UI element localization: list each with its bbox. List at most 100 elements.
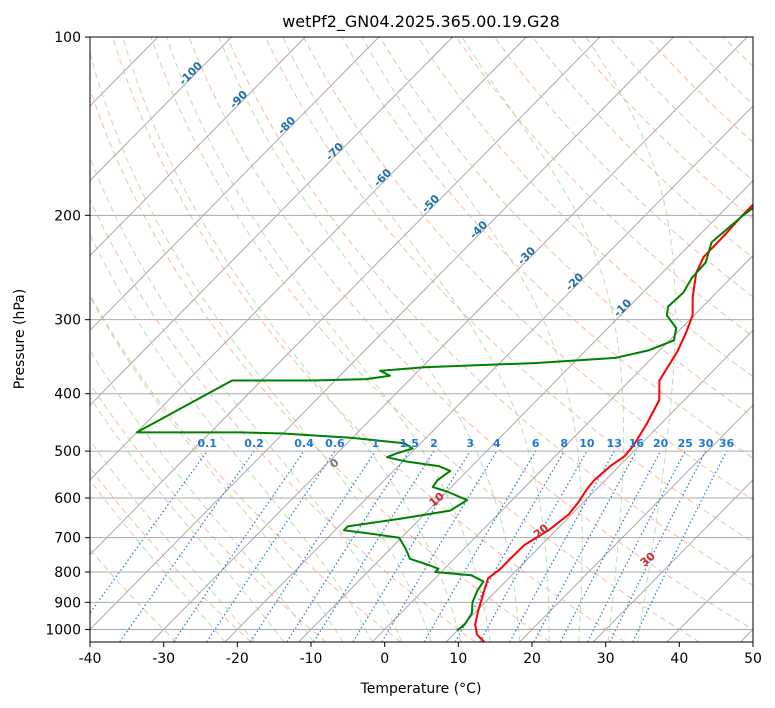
dry-adiabat-line [90,294,401,642]
mixing-ratio-line [632,450,728,642]
isotherm-line [90,37,453,406]
dry-adiabat-line [417,37,753,378]
isotherm-line [445,329,753,642]
isotherm-line [371,254,753,642]
mixing-ratio-label: 0.1 [197,437,217,450]
dry-adiabat-line [112,37,625,642]
dry-adiabat-line [90,466,252,642]
pressure-grid [90,37,753,630]
mixing-ratio-label: 20 [653,437,669,450]
isotherm-grid [90,37,753,642]
isotherm-line [90,37,232,182]
y-tick-label: 800 [54,565,81,581]
x-tick-label: 20 [523,651,541,667]
isotherm-line [519,404,753,642]
y-axis: 100 200 300 400 500 600 700 800 900 1000 [45,30,90,638]
mixing-ratio-label: 8 [560,437,568,450]
isotherm-line [150,37,748,642]
x-tick-label: -30 [152,651,175,667]
mixing-ratio-label: 1.5 [399,437,419,450]
x-tick-label: -20 [226,651,249,667]
dry-adiabat-line [761,37,775,642]
moist-adiabat-line [282,37,550,642]
mixing-ratio-line [313,450,435,642]
dry-adiabat-line [90,382,327,642]
mixing-ratio-label: 3 [466,437,474,450]
isotherm-line [224,105,753,642]
dry-adiabat-line [264,37,753,543]
moist-adiabat-line [90,233,373,642]
y-tick-label: 900 [54,595,81,611]
moist-adiabat-line [585,37,676,642]
moist-adiabat-line [90,439,255,642]
dry-adiabat-label: 40 [751,578,771,598]
mixing-ratio-line [119,450,255,642]
y-tick-label: 1000 [45,622,81,638]
mixing-ratio-line [509,450,615,642]
mixing-ratio-label: 36 [719,437,735,450]
x-tick-label: 30 [597,651,615,667]
moist-adiabat-line [90,396,285,642]
dry-adiabat-line [226,37,753,587]
moist-adiabat-line [361,37,583,642]
isotherm-line [90,37,601,556]
dewpoint-profile-line [135,206,753,632]
isotherm-line [90,37,527,481]
dry-adiabats [90,37,775,642]
mixing-ratio-line [206,450,336,642]
profile-series [135,203,753,642]
moist-adiabat-line [90,156,403,642]
dry-adiabat-line [90,87,551,642]
y-tick-label: 700 [54,531,81,547]
dry-adiabat-line [188,37,753,630]
mixing-ratio-line [533,450,637,642]
x-tick-label: -40 [79,651,102,667]
mixing-ratio-line [286,450,410,642]
mixing-ratio-label: 1 [372,437,380,450]
mixing-ratio-label: 0.4 [294,437,314,450]
x-axis-label: Temperature (°C) [360,681,482,697]
mixing-ratio-line [352,450,471,642]
isotherm-line [592,479,753,642]
moist-adiabats [90,37,676,642]
mixing-ratio-label: 0.6 [325,437,345,450]
x-tick-label: -10 [300,651,323,667]
moist-adiabat-line [90,349,314,642]
mixing-ratio-label: 25 [678,437,693,450]
moist-adiabat-line [122,37,462,642]
y-tick-label: 200 [54,208,81,224]
plot-frame [89,36,754,643]
mixing-ratio-line [249,450,376,642]
y-tick-label: 400 [54,387,81,403]
isotherm-line [90,37,306,257]
mixing-ratio-label: 13 [607,437,622,450]
mixing-ratio-label: 2 [430,437,438,450]
moist-adiabat-line [90,295,344,642]
dry-adiabat-line [303,37,753,501]
moist-adiabat-line [90,479,226,642]
dry-adiabat-line [341,37,753,459]
mixing-ratio-line [609,450,707,642]
mixing-ratio-label: 0.2 [244,437,264,450]
dry-adiabat-line [379,37,753,418]
mixing-ratio-line [479,450,588,642]
mixing-ratio-label: 4 [493,437,501,450]
x-tick-label: 50 [744,651,762,667]
moist-adiabat-line [166,37,491,642]
y-tick-label: 500 [54,444,81,460]
dry-adiabat-line [150,37,700,642]
isotherm-line [90,37,380,332]
moist-adiabat-line [90,51,432,642]
y-tick-label: 300 [54,313,81,329]
mixing-ratio-line [381,450,498,642]
x-axis: -40 -30 -20 -10 0 10 20 30 40 50 [79,642,762,667]
y-tick-label: 600 [54,491,81,507]
mixing-ratio-line [172,450,305,642]
chart-title: wetPf2_GN04.2025.365.00.19.G28 [282,12,560,32]
isotherm-line [90,37,674,631]
moist-adiabat-line [461,37,625,642]
mixing-ratio-label: 6 [532,437,540,450]
plot-background [90,37,753,642]
x-tick-label: 0 [380,651,389,667]
